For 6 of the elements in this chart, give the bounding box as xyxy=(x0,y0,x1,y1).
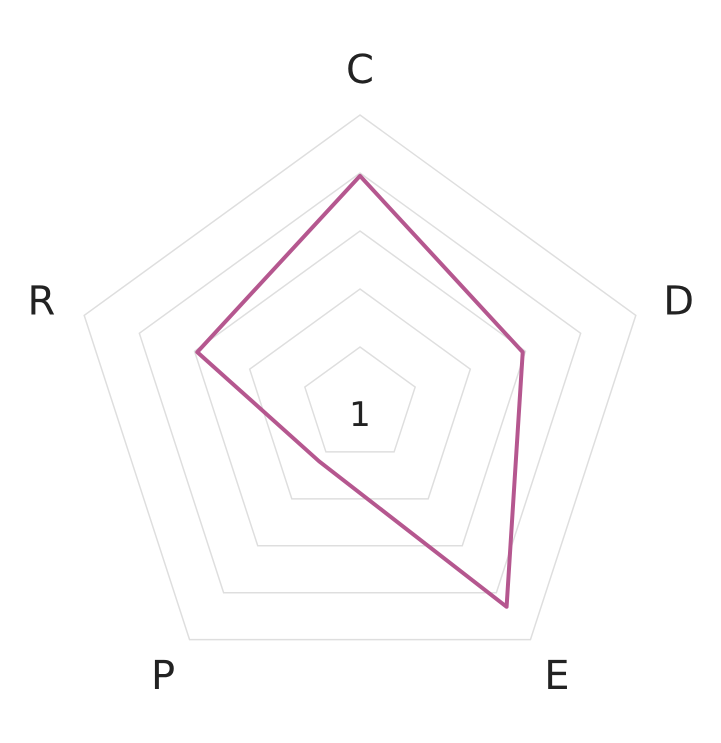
spoke-label: C xyxy=(346,47,374,93)
spoke-label: R xyxy=(28,278,56,324)
spoke-label: E xyxy=(544,653,570,700)
text: 1 xyxy=(349,395,371,435)
spoke-label: P xyxy=(151,653,176,700)
spoke-label: D xyxy=(663,278,694,324)
